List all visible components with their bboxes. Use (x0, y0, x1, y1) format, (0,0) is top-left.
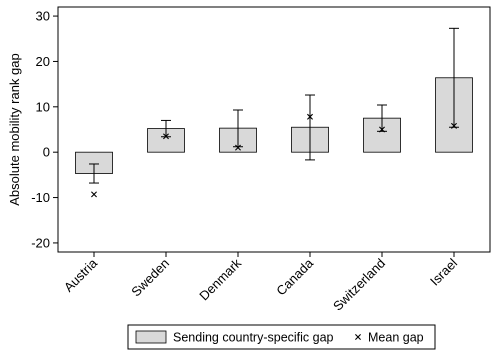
x-tick-label-israel: Israel (427, 255, 460, 288)
plot-area-frame (57, 6, 491, 253)
legend-label-mean-gap: Mean gap (368, 331, 424, 345)
mean-marker-austria (91, 191, 97, 198)
bars-group (75, 77, 473, 174)
mean-markers-group (91, 113, 457, 198)
mean-marker-israel (451, 122, 457, 129)
legend-frame (127, 324, 436, 350)
x-tick-label-switzerland: Switzerland (330, 256, 388, 314)
legend-marker-x (355, 334, 361, 340)
mean-marker-stroke (307, 113, 313, 120)
legend: Sending country-specific gap Mean gap (127, 324, 436, 350)
y-axis-label: Absolute mobility rank gap (7, 53, 22, 205)
x-tick-label-austria: Austria (61, 255, 101, 295)
mean-marker-stroke (379, 126, 385, 133)
mean-marker-stroke (163, 133, 169, 140)
mean-marker-denmark (235, 144, 241, 151)
x-tick-label-sweden: Sweden (128, 256, 172, 300)
y-tick-label: 10 (36, 99, 50, 114)
error-bars-group (89, 27, 459, 184)
x-tick-label-denmark: Denmark (196, 255, 244, 303)
mean-marker-stroke (91, 191, 97, 198)
mean-marker-sweden (163, 133, 169, 140)
legend-swatch-bar (135, 330, 167, 344)
mean-marker-stroke (235, 144, 241, 151)
mean-marker-stroke (451, 122, 457, 129)
y-tick-label: 0 (43, 145, 50, 160)
y-tick-label: 20 (36, 54, 50, 69)
mean-marker-switzerland (379, 126, 385, 133)
legend-label-sending-gap: Sending country-specific gap (173, 331, 334, 345)
mean-marker-canada (307, 113, 313, 120)
y-tick-label: 30 (36, 9, 50, 24)
x-tick-label-canada: Canada (273, 255, 316, 298)
y-tick-label: -20 (31, 235, 50, 250)
y-tick-label: -10 (31, 190, 50, 205)
